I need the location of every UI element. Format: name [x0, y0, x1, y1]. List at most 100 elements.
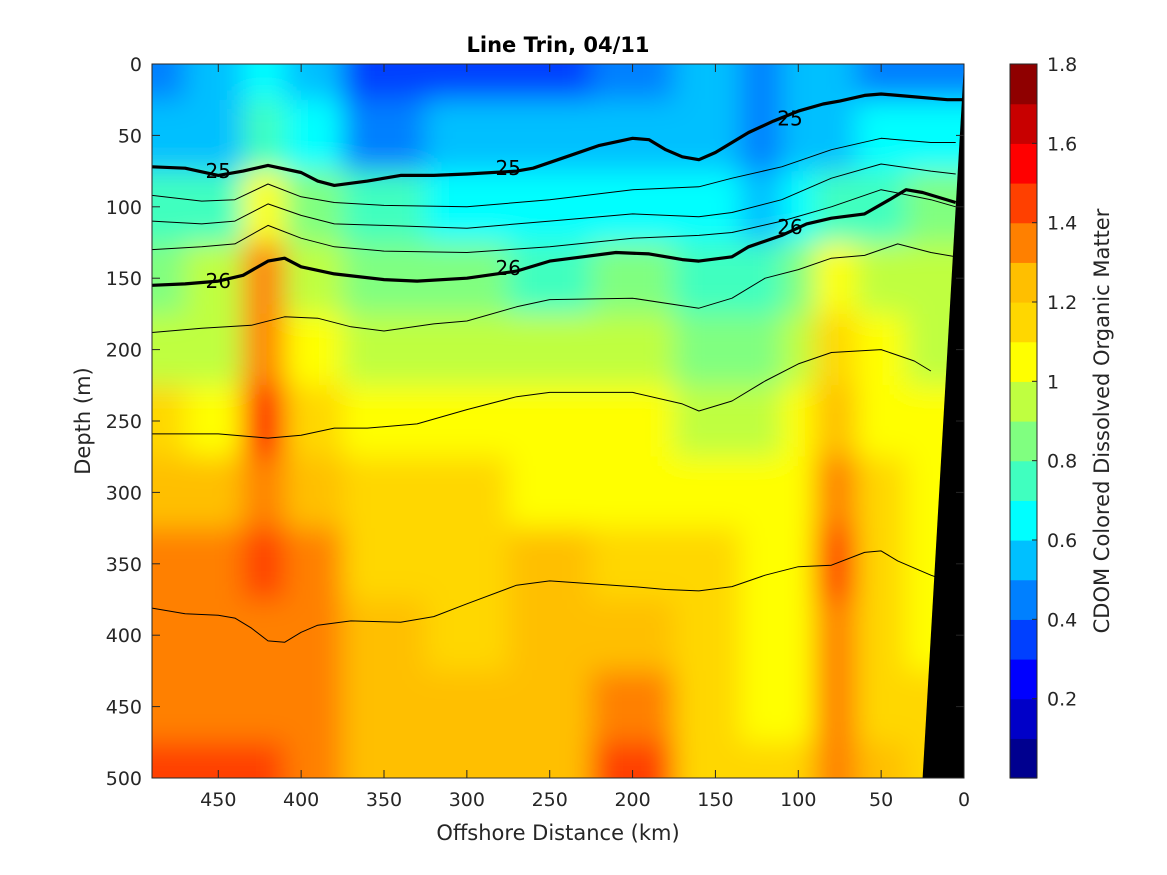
field-cell: [856, 242, 907, 315]
field-cell: [425, 171, 510, 244]
x-axis-label: Offshore Distance (km): [436, 821, 679, 845]
bathymetry-mask: [922, 64, 964, 778]
x-tick-label: 100: [780, 789, 816, 811]
field-cell: [508, 313, 593, 387]
bathymetry: [922, 64, 964, 778]
colorbar-band: [1010, 500, 1037, 541]
field-cell: [740, 528, 783, 601]
field-cell: [856, 99, 907, 173]
field-cell: [508, 528, 593, 601]
x-tick-label: 400: [283, 789, 319, 811]
y-tick-label: 500: [106, 768, 142, 790]
field-cell: [674, 171, 742, 244]
field-cell: [243, 456, 286, 530]
isopycnal-contour: [152, 243, 956, 333]
field-cell: [674, 599, 742, 672]
field-cell: [425, 599, 510, 672]
field-cell: [906, 99, 964, 173]
colorbar-tick-label: 0.6: [1047, 530, 1077, 552]
y-axis-label: Depth (m): [71, 367, 95, 474]
field-cell: [284, 99, 344, 173]
field-cell: [243, 313, 286, 387]
isopycnal-26: [152, 188, 957, 287]
field-cell: [243, 742, 286, 778]
colorbar-tick-label: 1.8: [1047, 54, 1077, 76]
field-cell: [185, 670, 245, 744]
field-cell: [243, 670, 286, 744]
field-cell: [814, 385, 858, 458]
field-cell: [814, 742, 858, 778]
x-tick-label: 350: [366, 789, 402, 811]
field-cell: [781, 670, 816, 744]
isopycnal-contour: [152, 189, 956, 253]
colorbar-label: CDOM Colored Dissolved Organic Matter: [1090, 208, 1114, 633]
field-cell: [814, 599, 858, 672]
field-cell: [342, 599, 427, 672]
colorbar-band: [1010, 103, 1037, 144]
field-cell: [342, 313, 427, 387]
colorbar-tick-label: 1.4: [1047, 213, 1077, 235]
field-cell: [781, 313, 816, 387]
field-cell: [591, 670, 675, 744]
y-tick-label: 350: [106, 554, 142, 576]
colorbar-band: [1010, 262, 1037, 303]
field-cell: [243, 599, 286, 672]
field-cell: [674, 456, 742, 530]
colorbar-band: [1010, 64, 1037, 105]
colorbar-band: [1010, 341, 1037, 382]
field-cell: [856, 670, 907, 744]
y-tick-label: 150: [106, 268, 142, 290]
x-tick-label: 250: [532, 789, 568, 811]
colorbar-band: [1010, 143, 1037, 184]
field-cell: [814, 64, 858, 101]
x-tick-label: 200: [614, 789, 650, 811]
colorbar-frame: [1009, 63, 1038, 779]
field-cell: [508, 670, 593, 744]
field-cell: [856, 385, 907, 458]
field-cell: [185, 742, 245, 778]
colorbar-band: [1010, 698, 1037, 739]
field-cell: [425, 528, 510, 601]
field-cell: [425, 313, 510, 387]
field-cell: [781, 456, 816, 530]
field-cell: [185, 99, 245, 173]
field-cell: [674, 528, 742, 601]
field-cell: [508, 385, 593, 458]
field-cell: [185, 171, 245, 244]
field-cell: [906, 64, 964, 101]
field-cell: [185, 385, 245, 458]
plot-area: 25 25 25 26 26 26: [152, 64, 964, 778]
field-cell: [814, 313, 858, 387]
field-cell: [243, 99, 286, 173]
field-cell: [591, 385, 675, 458]
x-axis: 450 400 350 300 250 200 150 100 50 0: [200, 64, 970, 811]
field-cell: [508, 599, 593, 672]
field-cell: [185, 64, 245, 101]
chart-title: Line Trin, 04/11: [466, 33, 649, 57]
field-cell: [781, 64, 816, 101]
field-cell: [674, 385, 742, 458]
field-cell: [284, 313, 344, 387]
isopycnal-25: [152, 92, 964, 187]
isopycnal-contour: [152, 349, 932, 439]
field-cell: [342, 385, 427, 458]
field-cell: [740, 242, 783, 315]
field-cell: [185, 599, 245, 672]
field-cell: [781, 528, 816, 601]
colorbar-tick-label: 1: [1047, 371, 1059, 393]
y-tick-label: 250: [106, 411, 142, 433]
field-cell: [243, 528, 286, 601]
colorbar-tick-label: 0.2: [1047, 689, 1077, 711]
field-cell: [674, 313, 742, 387]
field-cell: [740, 599, 783, 672]
colorbar-axis: 0.2 0.4 0.6 0.8 1 1.2 1.4 1.6 1.8: [1032, 54, 1077, 711]
field-cell: [425, 99, 510, 173]
field-cell: [508, 456, 593, 530]
field-cell: [781, 599, 816, 672]
y-tick-label: 100: [106, 197, 142, 219]
y-tick-label: 450: [106, 697, 142, 719]
field-cell: [814, 528, 858, 601]
colorbar-band: [1010, 579, 1037, 620]
contour-label: 25: [496, 156, 521, 180]
